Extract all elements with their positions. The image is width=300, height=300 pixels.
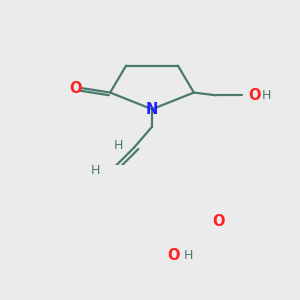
Text: H: H xyxy=(113,139,123,152)
Text: H: H xyxy=(183,249,193,262)
Text: O: O xyxy=(168,248,180,263)
Text: H: H xyxy=(90,164,100,177)
Text: O: O xyxy=(248,88,260,103)
Text: H: H xyxy=(262,89,271,102)
Text: N: N xyxy=(146,102,158,117)
Text: O: O xyxy=(69,81,81,96)
Text: O: O xyxy=(212,214,224,229)
